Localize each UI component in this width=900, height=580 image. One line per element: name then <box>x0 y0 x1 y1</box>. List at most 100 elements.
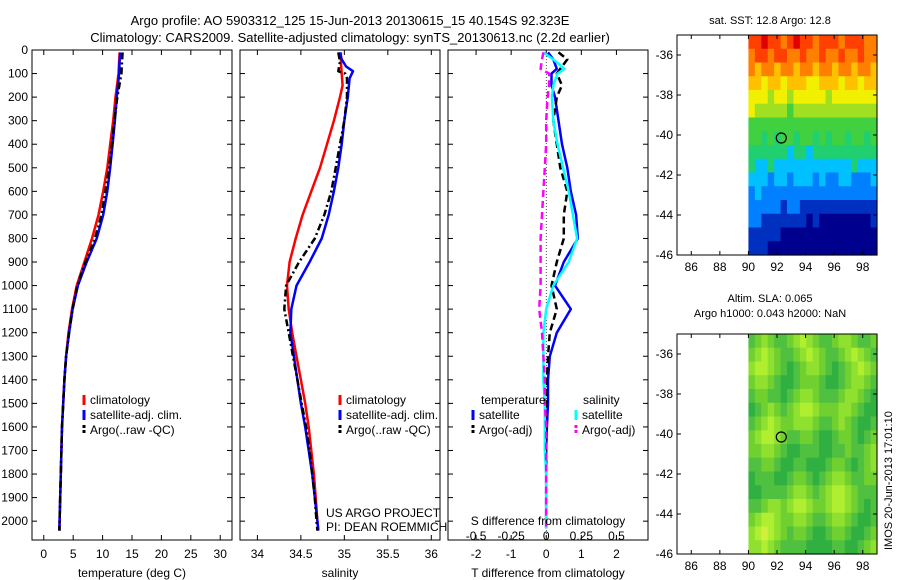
sst-map-cell <box>767 213 775 229</box>
sst-map-cell <box>825 145 833 160</box>
t-diff-x-tick-label: 2 <box>613 547 620 561</box>
sst-map-cell <box>754 62 762 77</box>
sla-map-cell <box>787 512 795 528</box>
sla-map-cell <box>825 485 833 500</box>
sst-map-cell <box>780 186 788 201</box>
sla-map-cell <box>832 416 840 431</box>
sst-map-cell <box>844 145 852 160</box>
sla-map-cell <box>864 444 872 459</box>
sst-map-cell <box>787 186 795 201</box>
sla-map-cell <box>761 389 769 404</box>
sst-map-cell <box>864 62 872 77</box>
sla-map-cell <box>754 347 762 363</box>
sla-map-cell <box>793 375 801 390</box>
sst-map-cell <box>825 103 833 119</box>
sla-map-cell <box>748 416 756 431</box>
sla-map-cell <box>806 471 814 486</box>
sst-map-cell <box>838 117 846 132</box>
sla-map-cell <box>780 416 788 431</box>
sla-map-cell <box>806 334 814 349</box>
sst-map-cell <box>832 200 840 215</box>
sla-map-cell <box>761 457 769 473</box>
sla-map-cell <box>870 526 878 541</box>
sla-map-cell <box>748 347 756 363</box>
sst-map-y-tick-label: -42 <box>656 168 674 182</box>
sla-map-cell <box>787 540 795 555</box>
sla-map-cell <box>774 361 782 376</box>
salinity-legend-title: salinity <box>583 393 620 407</box>
sla-map-cell <box>812 389 820 404</box>
sla-map-cell <box>761 526 769 541</box>
temperature-argo-line <box>58 52 124 531</box>
sst-map-cell <box>774 158 782 174</box>
sst-map-cell <box>793 227 801 242</box>
sst-map-cell <box>754 35 762 50</box>
sst-map-cell <box>857 213 865 229</box>
sst-map-cell <box>799 158 807 174</box>
sst-map-cell <box>799 48 807 64</box>
sla-map-cell <box>748 444 756 459</box>
sst-map-cell <box>864 103 872 119</box>
sst-map-cell <box>819 131 827 146</box>
sst-map-cell <box>793 117 801 132</box>
sla-map-cell <box>793 389 801 404</box>
depth-tick-label: 1100 <box>2 302 28 316</box>
sla-map-cell <box>761 334 769 349</box>
sla-map-cell <box>838 444 846 459</box>
sla-map-cell <box>819 540 827 555</box>
sst-map-cell <box>754 131 762 146</box>
temperature-x-tick-label: 25 <box>184 547 198 561</box>
sst-map-cell <box>857 158 865 174</box>
sst-map-cell <box>754 227 762 242</box>
sst-map-cell <box>838 62 846 77</box>
sst-map-cell <box>780 200 788 215</box>
sla-map-cell <box>780 485 788 500</box>
sla-map-cell <box>748 375 756 390</box>
sst-map-cell <box>812 117 820 132</box>
temperature-x-tick-label: 10 <box>96 547 110 561</box>
sst-map-cell <box>832 145 840 160</box>
sla-map-cell <box>780 430 788 445</box>
depth-tick-label: 1800 <box>1 467 28 481</box>
sst-map-cell <box>864 158 872 174</box>
sla-map-cell <box>838 402 846 418</box>
sst-map-cell <box>767 145 775 160</box>
sla-map: 86 88 90 92 94 96 98 -36 -38 -40 -42 -44 -46 <box>656 333 878 573</box>
sst-map-cell <box>844 131 852 146</box>
sla-map-cell <box>793 457 801 473</box>
sst-map-cell <box>780 172 788 187</box>
sla-map-cell <box>812 402 820 418</box>
sst-map-cell <box>787 213 795 229</box>
sla-map-cell <box>754 540 762 555</box>
sst-map-cell <box>819 172 827 187</box>
salinity-x-tick-label: 35 <box>338 547 352 561</box>
sst-map-cell <box>774 62 782 77</box>
sla-map-cell <box>851 457 859 473</box>
sst-map-cell <box>774 227 782 242</box>
sst-map-cell <box>825 35 833 50</box>
sst-map-cell <box>780 131 788 146</box>
sst-map-cell <box>767 131 775 146</box>
sla-map-cell <box>767 485 775 500</box>
sst-map-cell <box>774 172 782 187</box>
sla-map-cell <box>838 526 846 541</box>
sst-map-cell <box>825 227 833 242</box>
sst-map-cell <box>774 48 782 64</box>
sst-map-cell <box>857 227 865 242</box>
sst-map-cell <box>806 35 814 50</box>
sst-map-cell <box>838 227 846 242</box>
sst-map-cell <box>832 117 840 132</box>
sst-map-cell <box>870 241 878 256</box>
sst-map-cell <box>748 35 756 50</box>
sla-map-cell <box>806 402 814 418</box>
sst-map-cell <box>825 213 833 229</box>
sla-map-cell <box>812 361 820 376</box>
sst-map-cell <box>748 90 756 105</box>
temperature-legend-label: climatology <box>90 393 150 407</box>
sst-map-cell <box>774 131 782 146</box>
sla-map-y-tick-label: -40 <box>656 427 674 441</box>
temperature-legend-label: Argo(..raw -QC) <box>90 423 175 437</box>
sst-map-cell <box>812 103 820 119</box>
sla-map-cell <box>825 430 833 445</box>
sla-map-cell <box>812 457 820 473</box>
